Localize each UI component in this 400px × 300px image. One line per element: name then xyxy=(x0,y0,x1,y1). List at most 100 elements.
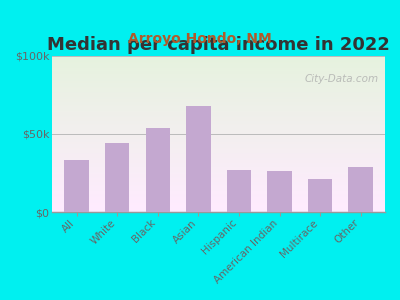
Bar xyxy=(52,203,385,204)
Bar xyxy=(52,200,385,201)
Bar xyxy=(52,167,385,168)
Bar xyxy=(52,145,385,146)
Bar xyxy=(52,112,385,113)
Bar xyxy=(52,105,385,106)
Title: Median per capita income in 2022: Median per capita income in 2022 xyxy=(47,36,390,54)
Bar xyxy=(52,96,385,97)
Bar xyxy=(52,187,385,188)
Bar xyxy=(52,75,385,76)
Bar xyxy=(105,143,129,212)
Bar xyxy=(52,191,385,192)
Bar xyxy=(227,170,251,212)
Bar xyxy=(52,65,385,66)
Bar xyxy=(52,69,385,70)
Bar xyxy=(52,111,385,112)
Bar xyxy=(52,86,385,87)
Bar xyxy=(52,202,385,203)
Bar xyxy=(52,170,385,171)
Bar xyxy=(52,87,385,88)
Bar xyxy=(52,198,385,199)
Bar xyxy=(52,95,385,96)
Bar xyxy=(52,132,385,133)
Bar xyxy=(52,201,385,202)
Bar xyxy=(52,56,385,57)
Bar xyxy=(52,116,385,117)
Bar xyxy=(52,185,385,186)
Bar xyxy=(52,192,385,193)
Bar xyxy=(52,102,385,103)
Bar xyxy=(52,119,385,120)
Bar xyxy=(52,142,385,143)
Bar xyxy=(52,125,385,126)
Bar xyxy=(52,199,385,200)
Bar xyxy=(52,72,385,73)
Bar xyxy=(52,59,385,60)
Bar xyxy=(52,63,385,64)
Bar xyxy=(52,113,385,114)
Bar xyxy=(52,101,385,102)
Bar xyxy=(52,178,385,179)
Bar xyxy=(52,115,385,116)
Bar xyxy=(52,146,385,147)
Bar xyxy=(52,98,385,99)
Text: City-Data.com: City-Data.com xyxy=(304,74,378,84)
Bar xyxy=(52,110,385,111)
Bar xyxy=(52,179,385,180)
Bar xyxy=(52,165,385,166)
Bar xyxy=(52,64,385,65)
Bar xyxy=(52,74,385,75)
Bar xyxy=(146,128,170,212)
Text: Arroyo Hondo, NM: Arroyo Hondo, NM xyxy=(128,32,272,46)
Bar xyxy=(52,122,385,123)
Bar xyxy=(52,136,385,137)
Bar xyxy=(52,175,385,176)
Bar xyxy=(52,168,385,169)
Bar xyxy=(52,164,385,165)
Bar xyxy=(52,207,385,208)
Bar xyxy=(52,211,385,212)
Bar xyxy=(52,118,385,119)
Bar xyxy=(52,78,385,79)
Bar xyxy=(52,117,385,118)
Bar xyxy=(52,94,385,95)
Bar xyxy=(52,79,385,80)
Bar xyxy=(52,149,385,150)
Bar xyxy=(52,183,385,184)
Bar xyxy=(52,158,385,159)
Bar xyxy=(52,152,385,153)
Bar xyxy=(52,89,385,90)
Bar xyxy=(52,82,385,83)
Bar xyxy=(52,62,385,63)
Bar xyxy=(52,76,385,77)
Bar xyxy=(52,57,385,58)
Bar xyxy=(52,84,385,85)
Bar xyxy=(52,103,385,104)
Bar xyxy=(52,139,385,140)
Bar xyxy=(52,157,385,158)
Bar xyxy=(52,161,385,162)
Bar xyxy=(52,108,385,109)
Bar xyxy=(52,128,385,129)
Bar xyxy=(52,90,385,91)
Bar xyxy=(52,83,385,84)
Bar xyxy=(52,169,385,170)
Bar xyxy=(52,80,385,81)
Bar xyxy=(52,151,385,152)
Bar xyxy=(52,186,385,187)
Bar xyxy=(52,195,385,196)
Bar xyxy=(52,173,385,174)
Bar xyxy=(52,138,385,139)
Bar xyxy=(52,206,385,207)
Bar xyxy=(52,180,385,181)
Bar xyxy=(52,204,385,205)
Bar xyxy=(52,176,385,177)
Bar xyxy=(52,97,385,98)
Bar xyxy=(52,58,385,59)
Bar xyxy=(52,81,385,82)
Bar xyxy=(52,121,385,122)
Bar xyxy=(52,123,385,124)
Bar xyxy=(52,184,385,185)
Bar xyxy=(52,100,385,101)
Bar xyxy=(52,143,385,144)
Bar xyxy=(52,77,385,78)
